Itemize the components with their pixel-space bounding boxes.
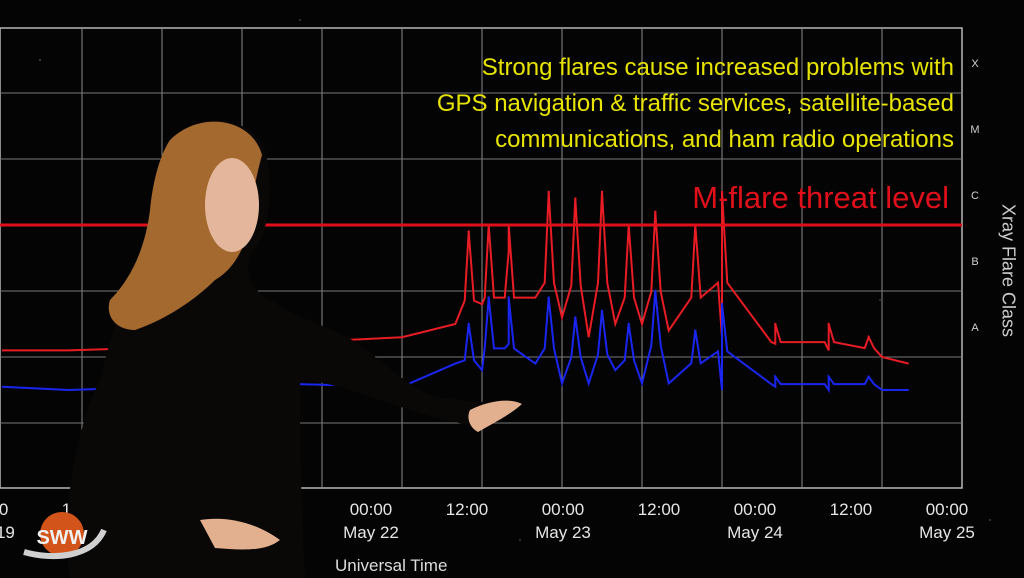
x-axis-title: Universal Time [335, 556, 448, 575]
flare-peak-point [867, 336, 870, 339]
flare-peak-point [467, 230, 470, 233]
flare-peak-point [654, 210, 657, 213]
x-tick-time: 00:00 [542, 500, 585, 519]
x-tick-date: May 24 [727, 523, 783, 542]
flare-peak-point [654, 289, 657, 293]
y-class-label: B [971, 256, 978, 268]
x-tick-time: 00:00 [0, 500, 8, 519]
flare-peak-point [694, 329, 697, 332]
flare-peak-point [467, 322, 470, 326]
flare-peak-point [827, 375, 830, 378]
flare-peak-point [827, 322, 830, 326]
flare-peak-point [547, 296, 550, 299]
plot-frame [0, 27, 963, 489]
logo-text: SWW [36, 527, 87, 549]
flare-peak-point [574, 316, 577, 319]
annotation-line-1: Strong flares cause increased problems w… [481, 54, 954, 81]
annotation-line-2: GPS navigation & traffic services, satel… [436, 90, 954, 117]
series-line-2 [1, 290, 909, 394]
flare-peak-point [547, 190, 550, 194]
flare-peak-point [507, 296, 510, 299]
x-tick-time: 00:00 [350, 500, 393, 519]
x-tick-date: May 25 [919, 523, 975, 542]
threat-level-label: M-flare threat level [692, 180, 949, 215]
y-class-label: X [971, 58, 979, 70]
sun-disc-icon [40, 512, 84, 556]
flare-peak-point [720, 303, 724, 306]
y-class-label: A [971, 322, 979, 334]
x-tick-time: 00:00 [926, 500, 969, 519]
flare-peak-point [774, 375, 777, 378]
y-class-label: M [970, 124, 979, 136]
flare-peak-point [720, 190, 724, 194]
x-tick-time: 00:00 [734, 500, 777, 519]
flare-peak-point [600, 190, 604, 194]
flare-peak-point [487, 296, 490, 299]
sww-logo: SWW [23, 512, 107, 560]
annotation-line-3: communications, and ham radio operations [495, 126, 954, 153]
swoosh-icon [23, 528, 107, 560]
x-tick-date: May 22 [343, 523, 399, 542]
x-tick-date: May 23 [535, 523, 591, 542]
flare-peak-point [867, 375, 870, 378]
y-class-labels: A B C M X [970, 58, 979, 334]
x-tick-date: May 19 [0, 523, 15, 542]
presenter-silhouette [66, 120, 522, 578]
y-class-label: C [971, 190, 979, 202]
flare-peak-point [574, 197, 577, 200]
flare-peak-point [774, 322, 777, 326]
x-tick-time: 12:00 [830, 500, 873, 519]
series-line-1 [2, 191, 909, 365]
y-axis-title: Xray Flare Class [998, 203, 1019, 338]
x-tick-time: 12:00 [446, 500, 489, 519]
flare-peak-point [600, 309, 604, 312]
x-tick-time: 12:00 [638, 500, 681, 519]
flare-peak-point [627, 322, 630, 326]
flare-impact-annotation: Strong flares cause increased problems w… [394, 50, 954, 158]
